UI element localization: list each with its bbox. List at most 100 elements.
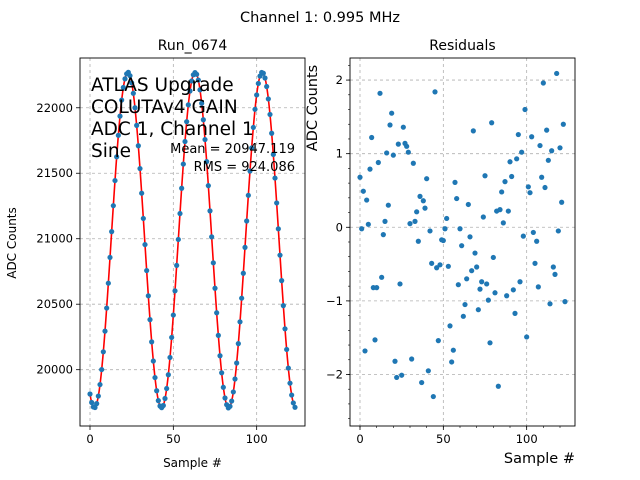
residual-point xyxy=(527,190,533,196)
left-chart-ytick-label: 22000 xyxy=(36,101,73,115)
sample-point xyxy=(199,100,205,106)
residual-point xyxy=(522,106,528,113)
residual-point xyxy=(539,174,545,180)
sample-point xyxy=(132,105,138,111)
residual-point xyxy=(369,134,375,141)
residual-point xyxy=(442,226,448,232)
sample-point xyxy=(214,310,220,316)
sample-point xyxy=(170,312,176,318)
right-chart-frame xyxy=(349,57,576,427)
right-chart-plot-area: 0 50 100 −2 −1 0 1 2 xyxy=(326,57,576,446)
sample-point xyxy=(237,319,243,325)
residual-point xyxy=(364,197,370,203)
residual-point xyxy=(375,159,381,166)
right-chart-xtick-label: 0 xyxy=(356,432,363,446)
residual-point xyxy=(562,299,568,305)
right-chart-ytick-label: 1 xyxy=(336,147,343,161)
residual-point xyxy=(407,221,413,227)
residual-point xyxy=(384,150,390,156)
sample-point xyxy=(215,332,221,338)
residual-point xyxy=(389,110,395,116)
sample-point xyxy=(182,138,188,145)
residual-point xyxy=(455,282,461,288)
residual-point xyxy=(414,209,420,215)
sample-point xyxy=(292,404,298,410)
residual-point xyxy=(374,285,380,291)
sample-point xyxy=(195,77,201,83)
sample-point xyxy=(272,175,278,181)
left-chart-plot-area: 0 50 100 20000 20500 21000 21500 22000 ATLAS Upg… xyxy=(36,57,306,446)
sample-point xyxy=(235,341,241,347)
sample-point xyxy=(189,78,195,84)
residual-point xyxy=(465,201,471,208)
sample-point xyxy=(175,236,181,243)
residual-point xyxy=(469,268,475,274)
sample-point xyxy=(262,75,268,81)
residual-point xyxy=(500,220,506,226)
residual-point xyxy=(505,208,511,214)
residual-point xyxy=(507,159,513,165)
sample-point xyxy=(115,132,121,138)
sample-point xyxy=(279,278,285,284)
residual-point xyxy=(395,141,401,147)
residual-point xyxy=(552,271,558,277)
residual-point xyxy=(535,284,541,290)
sample-point xyxy=(242,244,248,250)
sample-point xyxy=(152,374,158,381)
residual-point xyxy=(489,120,495,126)
sample-point xyxy=(212,285,218,291)
sample-point xyxy=(285,365,291,371)
residual-point xyxy=(509,173,515,180)
sample-point xyxy=(172,288,178,294)
sample-point xyxy=(249,145,255,151)
sample-point xyxy=(160,402,166,409)
sample-point xyxy=(120,84,126,91)
residual-point xyxy=(529,134,535,140)
right-chart-ylabel: ADC Counts xyxy=(305,65,321,151)
sample-point xyxy=(180,161,186,167)
sample-point xyxy=(87,391,93,397)
right-chart-ytick-label: 0 xyxy=(336,220,343,234)
residual-point xyxy=(499,189,505,195)
residual-point xyxy=(409,356,415,362)
residual-point xyxy=(524,334,530,340)
sample-point xyxy=(255,80,261,87)
residual-point xyxy=(525,184,531,190)
sample-point xyxy=(229,398,235,404)
sample-point xyxy=(240,270,246,276)
residual-point xyxy=(534,238,540,244)
right-chart-title: Residuals xyxy=(429,38,495,54)
sample-point xyxy=(167,354,173,361)
residual-point xyxy=(532,260,538,266)
sample-point xyxy=(105,280,111,286)
sample-point xyxy=(89,399,95,406)
residual-point xyxy=(412,218,418,224)
sample-point xyxy=(109,229,115,235)
sample-point xyxy=(210,260,216,266)
residual-point xyxy=(390,152,396,158)
residual-point xyxy=(537,142,543,149)
residual-point xyxy=(474,264,480,270)
residual-point xyxy=(399,372,405,378)
sample-point xyxy=(205,183,211,189)
sample-point xyxy=(99,366,105,373)
sample-point xyxy=(184,119,190,125)
residual-point xyxy=(362,348,368,354)
residual-point xyxy=(394,374,400,381)
sample-point xyxy=(142,241,148,248)
sample-point xyxy=(245,192,251,198)
residual-point xyxy=(470,128,476,134)
sample-point xyxy=(270,151,276,158)
sample-point xyxy=(165,372,171,378)
sample-point xyxy=(284,346,290,353)
sample-point xyxy=(277,252,283,258)
residual-point xyxy=(495,383,501,389)
residual-point xyxy=(549,148,555,154)
sample-point xyxy=(234,360,240,366)
sample-point xyxy=(150,358,156,364)
sample-point xyxy=(144,267,150,274)
residual-point xyxy=(520,233,526,239)
sample-point xyxy=(177,210,183,217)
sample-point xyxy=(250,124,256,131)
residual-point xyxy=(432,89,438,95)
